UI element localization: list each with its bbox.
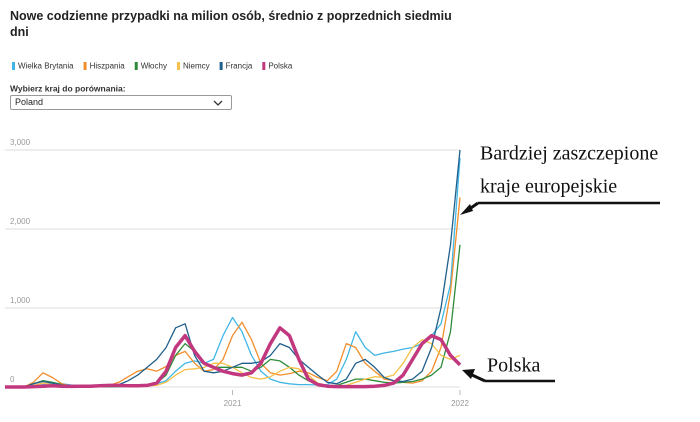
y-tick-label: 2,000 [10, 217, 31, 226]
legend-label: Wielka Brytania [18, 62, 74, 71]
legend-swatch [262, 62, 266, 70]
arrow [471, 373, 486, 383]
legend-swatch [12, 62, 15, 70]
plot: 0 1,000 2,000 3,000 2021 2022 [5, 138, 469, 408]
legend-label: Polska [268, 62, 293, 71]
y-tick-label: 0 [10, 375, 15, 384]
legend-label: Włochy [141, 62, 167, 71]
y-tick-label: 3,000 [10, 138, 31, 147]
annotation: kraje europejskie [480, 176, 617, 198]
legend-label: Francja [226, 62, 253, 71]
series-line [5, 157, 461, 388]
annotation: Polska [487, 355, 540, 377]
legend-swatch [134, 62, 138, 70]
series-line [5, 197, 461, 388]
legend-swatch [176, 62, 180, 70]
annotation: Bardziej zaszczepione [480, 143, 658, 165]
selected-country: Poland [15, 97, 44, 107]
legend-swatch [219, 62, 223, 70]
y-tick-label: 1,000 [10, 296, 31, 305]
arrow-head [462, 369, 475, 379]
legend-label: Niemcy [183, 62, 210, 71]
legend-label: Hiszpania [90, 62, 126, 71]
x-tick-label: 2021 [224, 399, 242, 408]
country-select[interactable]: Poland [10, 95, 232, 110]
x-tick-label: 2022 [451, 399, 469, 408]
control-label: Wybierz kraj do porównania: [10, 83, 126, 93]
series-line [5, 244, 461, 388]
series-line [5, 326, 462, 389]
chevron [213, 100, 223, 106]
legend-swatch [83, 62, 87, 70]
arrow-head [460, 204, 473, 215]
chart-title: Nowe codzienne przypadki na milion osób,… [10, 9, 452, 39]
